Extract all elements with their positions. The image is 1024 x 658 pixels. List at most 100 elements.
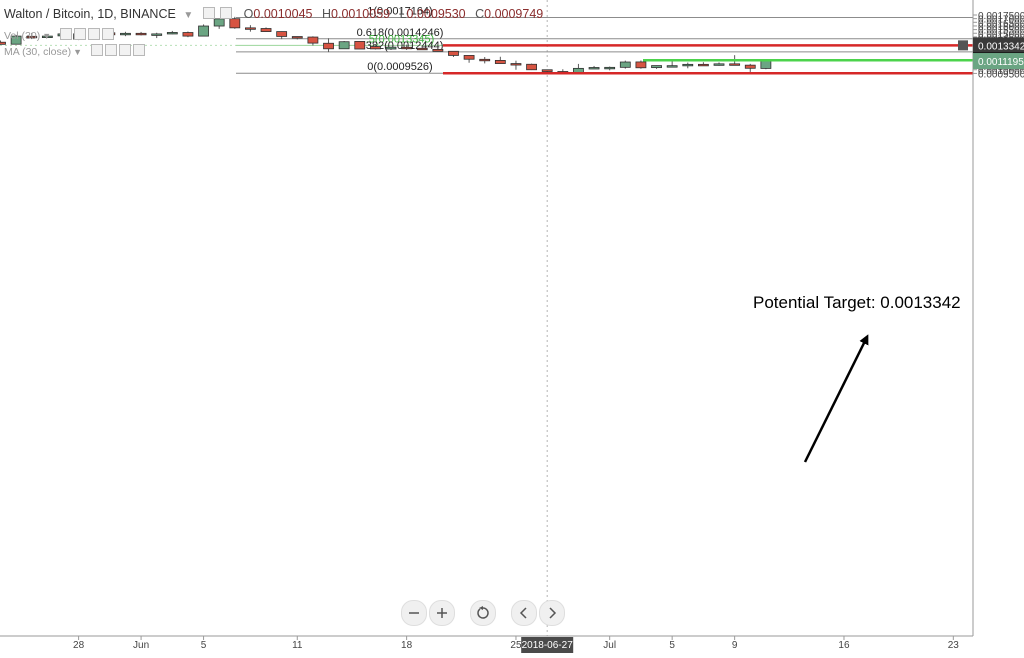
zoom-out-button[interactable] [401, 600, 427, 626]
indicator-ma[interactable]: MA (30, close) ▼ [4, 44, 147, 58]
reset-icon [477, 606, 489, 619]
visibility-toggle-icon[interactable] [74, 28, 87, 40]
candle-body [385, 46, 397, 50]
indicator-ma-label: MA (30, close) [4, 46, 72, 58]
y-tick-label: 0.0016000 [978, 22, 1024, 33]
symbol-menu-icon[interactable]: ▼ [183, 10, 194, 21]
candle [213, 18, 225, 29]
candle-body [291, 36, 303, 39]
y-tick-label: 0.0017000 [978, 15, 1024, 26]
candle-body [588, 67, 600, 70]
zoom-in-button[interactable] [429, 600, 455, 626]
fib-level-label: 1(0.0017164) [367, 5, 432, 17]
high-label: H [321, 7, 332, 21]
indicator-volume[interactable]: Vol (30) ▼ [4, 28, 116, 42]
candle [760, 60, 772, 70]
crosshair-date-label: 2018-06-27 [522, 640, 574, 651]
candle [10, 34, 22, 45]
candle-body [245, 27, 256, 30]
candle-body [635, 61, 647, 69]
candle [41, 35, 53, 38]
candle-body [323, 42, 334, 50]
candle [323, 38, 334, 53]
candle [698, 62, 709, 67]
x-tick-label: 25 [510, 640, 522, 651]
candle [198, 24, 209, 37]
fib-level-label: .5(0.0013345) [366, 33, 435, 45]
visibility-toggle-icon[interactable] [202, 7, 215, 19]
candle-body [182, 32, 194, 37]
settings-icon[interactable] [220, 7, 233, 19]
candle [26, 32, 38, 40]
candle-body [619, 61, 631, 68]
candle [666, 60, 678, 68]
add-icon[interactable] [118, 44, 131, 56]
candle-body [698, 63, 709, 67]
candle-body [526, 63, 537, 71]
candle-body [151, 33, 163, 36]
candle [166, 30, 178, 35]
candle-body [448, 50, 459, 56]
close-label: C [475, 7, 485, 21]
candle-body [541, 69, 553, 72]
candle-body [120, 32, 131, 36]
candle [463, 55, 475, 63]
fib-level-label: 0(0.0009526) [367, 61, 432, 73]
candle [260, 27, 272, 32]
x-tick-label: Jun [133, 640, 149, 651]
candle-body [369, 46, 381, 50]
candle-body [651, 65, 662, 69]
candle-body [713, 63, 725, 66]
candle-body [682, 63, 694, 67]
candle [354, 41, 366, 50]
settings-icon[interactable] [90, 44, 103, 56]
y-tick-label: 0.0010000 [978, 66, 1024, 77]
scroll-right-button[interactable] [539, 600, 565, 626]
candle-body [760, 60, 772, 69]
candle [0, 40, 6, 45]
chevron-down-icon[interactable]: ▼ [42, 31, 52, 41]
candle [651, 65, 662, 69]
y-tick-label: 0.0009500 [978, 69, 1024, 80]
candle-body [135, 32, 147, 36]
candle [682, 62, 694, 69]
candle [432, 48, 444, 52]
crosshair-date-box [521, 637, 574, 653]
y-tick-label: 0.0017500 [978, 11, 1024, 22]
high-value: 0.0010059 [331, 7, 391, 21]
settings-icon[interactable] [60, 28, 73, 40]
plus-icon [437, 608, 447, 618]
y-tick-label: 0.0015500 [978, 26, 1024, 37]
target-price-label: 0.0013342 [978, 41, 1024, 52]
candle [510, 60, 522, 70]
low-label: L [399, 7, 407, 21]
candle [713, 62, 725, 66]
reset-chart-button[interactable] [470, 600, 496, 626]
candle-body [198, 25, 209, 37]
symbol-title[interactable]: Walton / Bitcoin, 1D, BINANCE [4, 7, 176, 21]
last-price-label-box [973, 53, 1024, 70]
candle-body [729, 63, 741, 66]
open-label: O [243, 7, 254, 21]
scroll-left-button[interactable] [511, 600, 537, 626]
visibility-toggle-icon[interactable] [104, 44, 117, 56]
candle [229, 16, 241, 29]
candle [526, 63, 537, 71]
close-icon[interactable] [102, 28, 115, 40]
target-annotation: Potential Target: 0.0013342 [753, 293, 961, 312]
candle [120, 31, 131, 37]
open-value: 0.0010045 [253, 7, 313, 21]
minus-icon [409, 612, 419, 614]
candle [182, 31, 194, 38]
add-icon[interactable] [88, 28, 101, 40]
y-tick-label: 0.0016500 [978, 18, 1024, 29]
candle [401, 44, 413, 50]
candle-body [604, 66, 616, 70]
candle-body [307, 36, 319, 44]
chevron-down-icon[interactable]: ▼ [73, 47, 83, 57]
candle [416, 45, 428, 51]
candle-body [744, 64, 756, 69]
close-icon[interactable] [132, 44, 145, 56]
